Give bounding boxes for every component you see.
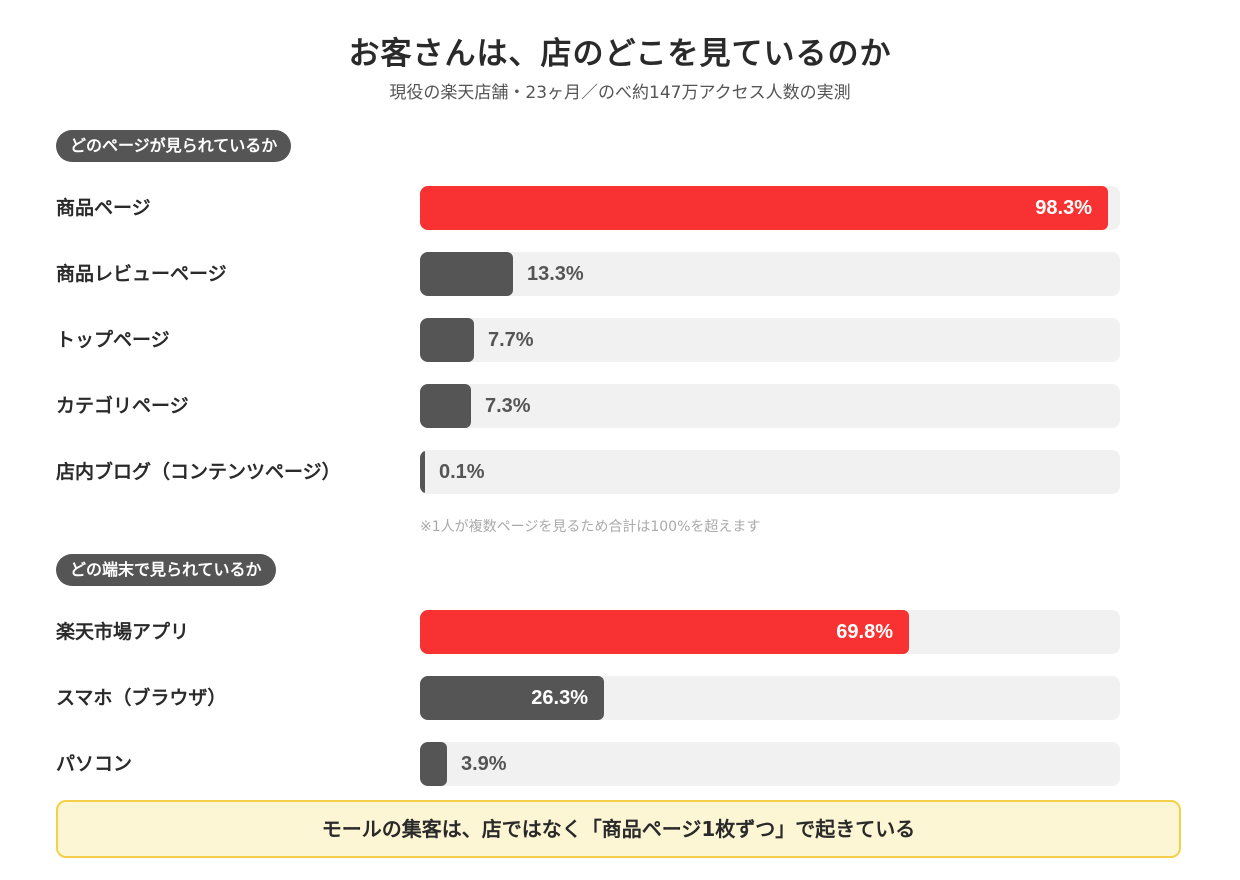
pages-category-label: 店内ブログ（コンテンツページ） (56, 461, 341, 483)
callout-box: モールの集客は、店ではなく「商品ページ1枚ずつ」で起きている (56, 800, 1181, 858)
pages-value-label: 98.3% (1035, 197, 1092, 219)
devices-category-label: スマホ（ブラウザ） (56, 687, 227, 709)
devices-bar (420, 610, 909, 654)
pages-bar (420, 318, 474, 362)
pages-bar (420, 186, 1108, 230)
devices-bar-track: 69.8% (420, 610, 1120, 654)
section-label-devices: どの端末で見られているか (56, 554, 276, 586)
footnote: ※1人が複数ページを見るため合計は100%を超えます (420, 519, 761, 535)
pages-category-label: トップページ (56, 329, 170, 351)
pages-bar (420, 384, 471, 428)
pages-value-label: 13.3% (527, 263, 584, 285)
devices-category-label: 楽天市場アプリ (56, 621, 190, 643)
devices-category-label: パソコン (56, 753, 133, 775)
chart-subtitle: 現役の楽天店舗・23ヶ月／のべ約147万アクセス人数の実測 (389, 83, 851, 103)
pages-category-label: 商品レビューページ (56, 263, 227, 285)
section-label-pages: どのページが見られているか (56, 130, 292, 162)
devices-bar-track: 26.3% (420, 676, 1120, 720)
pages-bar-track: 13.3% (420, 252, 1120, 296)
pages-bar-track: 7.7% (420, 318, 1120, 362)
pages-category-label: カテゴリページ (56, 395, 189, 417)
pages-value-label: 7.7% (488, 329, 534, 351)
devices-value-label: 69.8% (836, 621, 893, 643)
devices-bar-track: 3.9% (420, 742, 1120, 786)
pages-value-label: 7.3% (485, 395, 531, 417)
pages-category-label: 商品ページ (56, 197, 151, 219)
devices-bar (420, 676, 604, 720)
devices-value-label: 26.3% (531, 687, 588, 709)
pages-bar-track: 7.3% (420, 384, 1120, 428)
pages-bar (420, 450, 425, 494)
devices-value-label: 3.9% (461, 753, 507, 775)
devices-bar (420, 742, 447, 786)
pages-bar-track: 0.1% (420, 450, 1120, 494)
pages-bar (420, 252, 513, 296)
chart-title: お客さんは、店のどこを見ているのか (348, 36, 892, 72)
pages-bar-track: 98.3% (420, 186, 1120, 230)
pages-value-label: 0.1% (439, 461, 485, 483)
